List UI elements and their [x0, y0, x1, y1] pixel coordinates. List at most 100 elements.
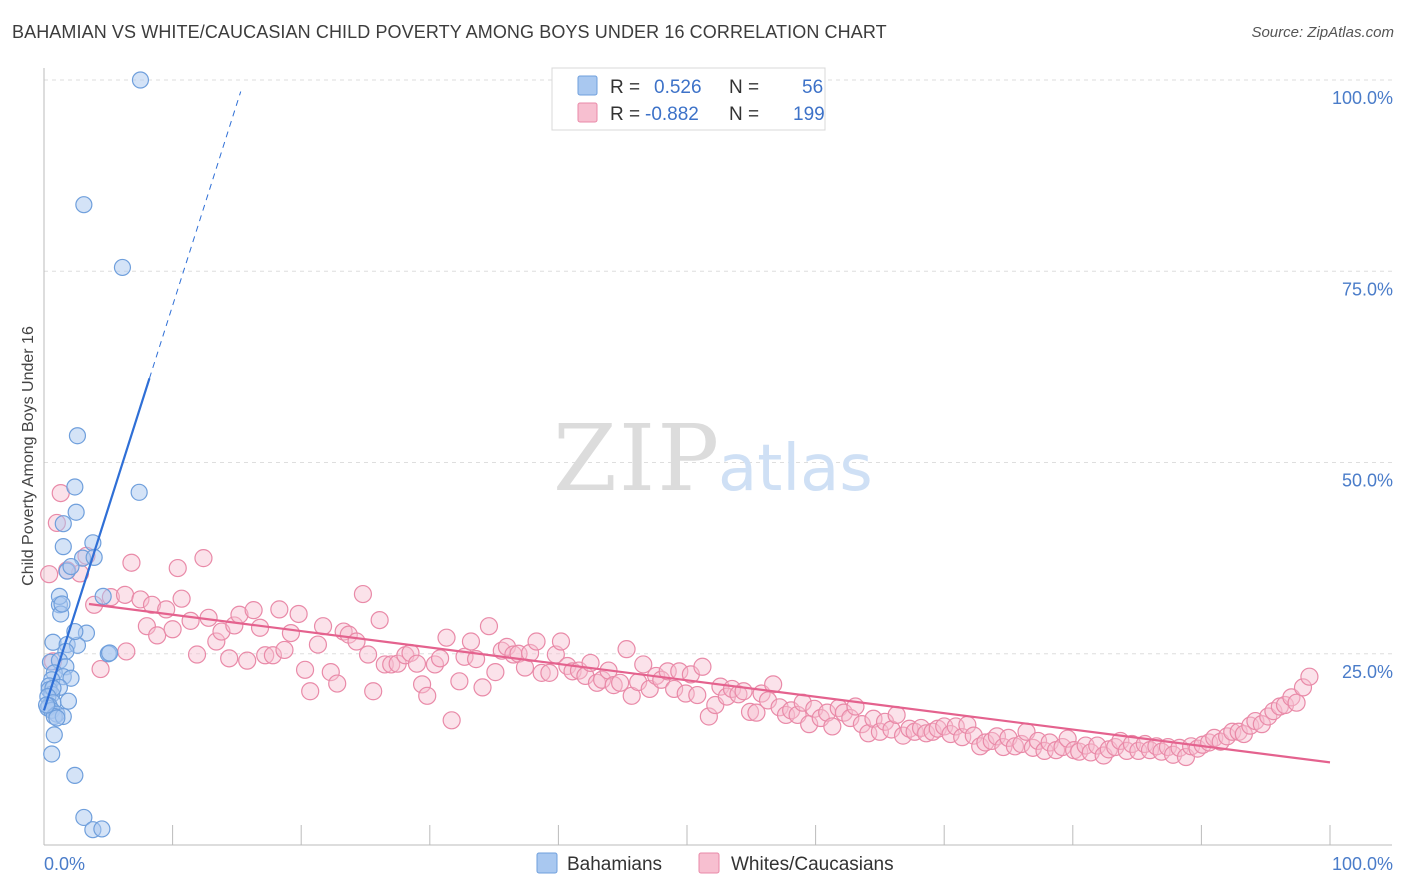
top-legend: R = 0.526 N = 56 R = -0.882 N = 199 — [551, 67, 826, 131]
y-tick-label: 75.0% — [1342, 279, 1393, 299]
legend-n-label-2: N = — [729, 104, 759, 125]
whites-point — [593, 670, 612, 689]
whites-point — [747, 703, 766, 722]
bahamians-point — [130, 483, 148, 501]
whites-point — [353, 584, 373, 604]
whites-point — [699, 707, 718, 726]
whites-point — [172, 589, 191, 608]
whites-point — [328, 674, 347, 693]
whites-point — [275, 640, 294, 660]
whites-point — [163, 620, 182, 639]
source-label: Source: ZipAtlas.com — [1251, 24, 1394, 41]
whites-point — [364, 682, 383, 701]
whites-trend-line — [88, 602, 1331, 764]
legend-n-value-1: 56 — [802, 77, 823, 98]
whites-point — [486, 663, 505, 682]
bottom-legend: Bahamians Whites/Caucasians — [536, 852, 894, 875]
whites-point — [263, 646, 283, 665]
whites-point — [693, 657, 712, 676]
legend-r-value-1: 0.526 — [654, 77, 702, 98]
whites-point — [964, 726, 983, 745]
whites-point — [1300, 667, 1319, 686]
whites-point — [301, 682, 320, 701]
y-tick-label: 25.0% — [1342, 662, 1393, 682]
bottom-legend-label-bahamians: Bahamians — [567, 854, 662, 875]
watermark-atlas: atlas — [718, 432, 873, 506]
whites-point — [1223, 722, 1242, 741]
whites-point — [142, 595, 162, 614]
bahamians-point — [68, 427, 87, 445]
whites-point — [532, 663, 551, 682]
x-tick-label: 0.0% — [44, 854, 85, 874]
bahamians-trend-extension — [148, 91, 242, 379]
bahamians-point — [94, 587, 112, 605]
whites-point — [122, 553, 141, 572]
whites-point — [946, 717, 965, 736]
watermark: ZIP atlas — [553, 405, 873, 512]
bahamians-trend-line — [42, 378, 151, 711]
axis-labels: 25.0% 50.0% 75.0% 100.0% 0.0% 100.0% Child Pov… — [20, 88, 1393, 874]
whites-point — [823, 717, 842, 736]
whites-point — [437, 628, 456, 647]
legend-r-value-2: -0.882 — [645, 104, 699, 125]
bahamians-point — [54, 538, 72, 556]
bahamians-point — [48, 709, 66, 727]
bottom-legend-swatch-bahamians — [536, 852, 558, 874]
whites-point — [117, 642, 136, 661]
whites-point — [289, 604, 308, 624]
bahamians-point — [53, 595, 71, 613]
whites-point — [1282, 688, 1301, 707]
whites-point — [131, 590, 150, 609]
whites-point — [430, 649, 450, 668]
bahamians-point — [62, 669, 80, 687]
whites-point — [370, 610, 389, 630]
whites-point — [187, 645, 207, 664]
whites-point — [91, 659, 110, 679]
bahamians-point — [93, 820, 111, 838]
bahamians-point — [75, 808, 93, 827]
axes — [43, 68, 1392, 846]
legend-n-label-1: N = — [729, 77, 759, 98]
whites-point — [250, 618, 270, 637]
whites-point — [740, 702, 760, 721]
whites-point — [1259, 707, 1278, 726]
whites-point — [382, 655, 401, 674]
whites-point — [115, 585, 135, 604]
whites-point — [207, 632, 226, 651]
whites-point — [168, 558, 187, 578]
whites-point — [194, 549, 213, 568]
grid — [44, 79, 1392, 655]
whites-point — [634, 655, 653, 674]
bahamians-point — [66, 766, 84, 784]
whites-point — [1293, 678, 1313, 697]
whites-point — [764, 675, 783, 694]
whites-point — [1058, 729, 1077, 748]
bahamians-point — [131, 71, 150, 89]
whites-point — [450, 672, 469, 691]
whites-point — [308, 635, 328, 654]
whites-point — [870, 722, 890, 741]
bahamians-point — [62, 557, 80, 576]
x-tick-label: 100.0% — [1332, 854, 1393, 874]
whites-point — [181, 611, 200, 630]
whites-point — [611, 673, 630, 692]
whites-point — [418, 686, 437, 705]
whites-point — [375, 655, 394, 674]
legend-n-value-2: 199 — [793, 104, 825, 125]
whites-point — [1287, 693, 1306, 712]
whites-point — [1152, 742, 1171, 761]
whites-point — [442, 711, 461, 730]
whites-points — [40, 484, 1319, 767]
bahamians-point — [59, 692, 78, 710]
whites-point — [137, 617, 156, 636]
whites-point — [1122, 734, 1142, 754]
bahamians-points — [37, 71, 150, 839]
y-axis-label: Child Poverty Among Boys Under 16 — [20, 326, 37, 586]
bahamians-point — [45, 726, 63, 744]
whites-point — [976, 733, 995, 752]
bottom-legend-swatch-whites — [698, 852, 720, 874]
y-tick-label: 50.0% — [1342, 471, 1393, 491]
bahamians-point — [54, 515, 72, 533]
whites-point — [841, 708, 860, 728]
